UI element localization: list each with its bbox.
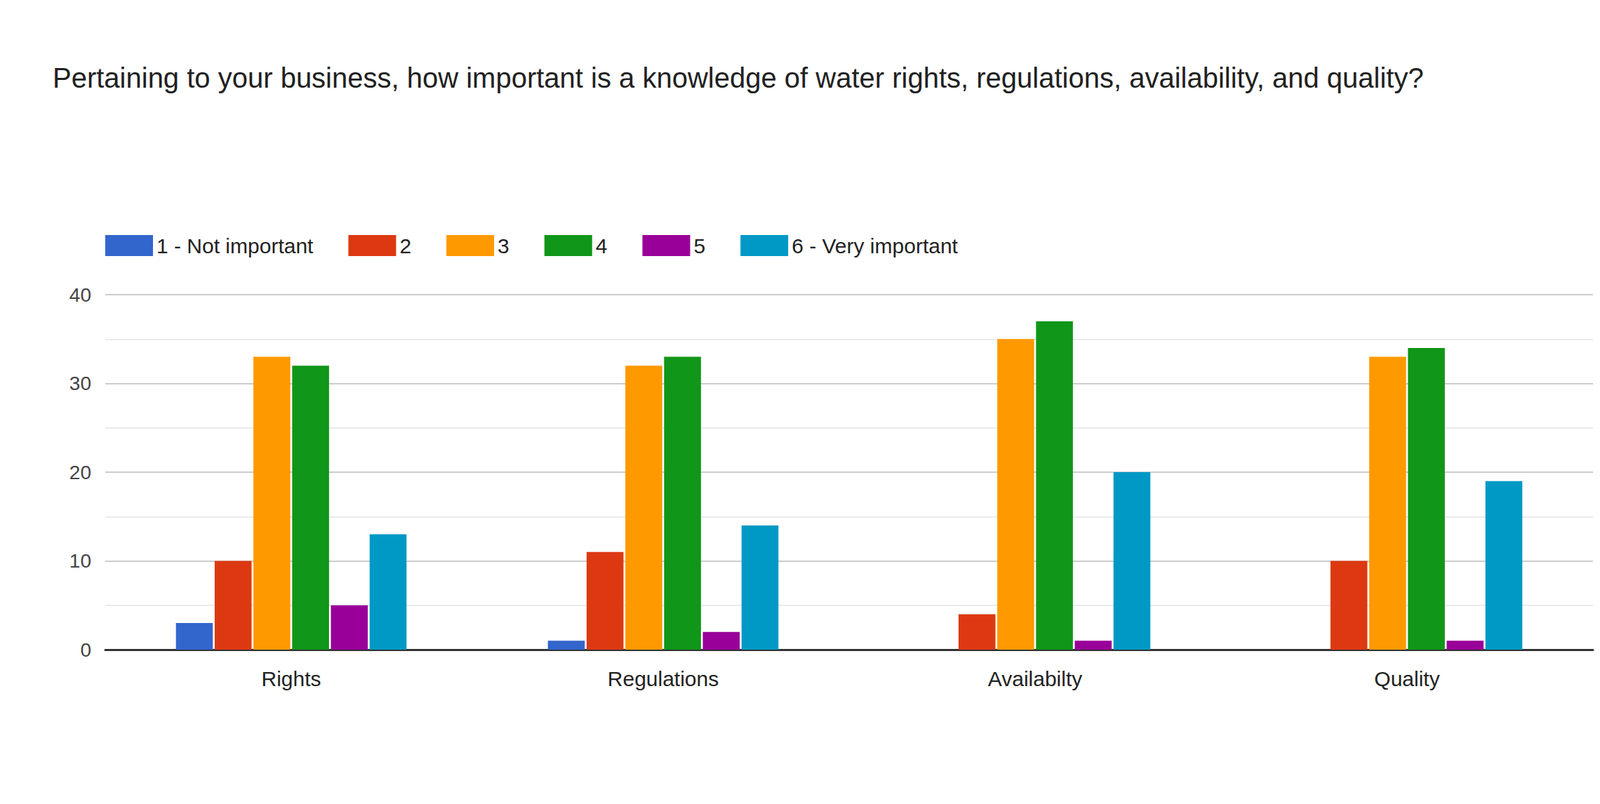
svg-text:2: 2	[399, 234, 412, 258]
svg-text:20: 20	[69, 461, 92, 484]
svg-text:40: 40	[69, 284, 92, 306]
svg-text:5: 5	[693, 234, 706, 258]
svg-text:10: 10	[69, 550, 92, 572]
svg-text:0: 0	[80, 639, 92, 662]
svg-text:Availabilty: Availabilty	[988, 667, 1083, 691]
svg-text:3: 3	[497, 234, 510, 258]
svg-text:Regulations: Regulations	[607, 667, 719, 691]
svg-text:4: 4	[595, 234, 608, 258]
svg-text:Pertaining to your business, h: Pertaining to your business, how importa…	[52, 62, 1424, 94]
svg-text:Quality: Quality	[1374, 667, 1440, 691]
svg-text:30: 30	[69, 372, 92, 395]
svg-text:6 - Very important: 6 - Very important	[791, 234, 958, 258]
svg-text:1 - Not important: 1 - Not important	[156, 234, 314, 258]
svg-text:Rights: Rights	[261, 667, 321, 691]
